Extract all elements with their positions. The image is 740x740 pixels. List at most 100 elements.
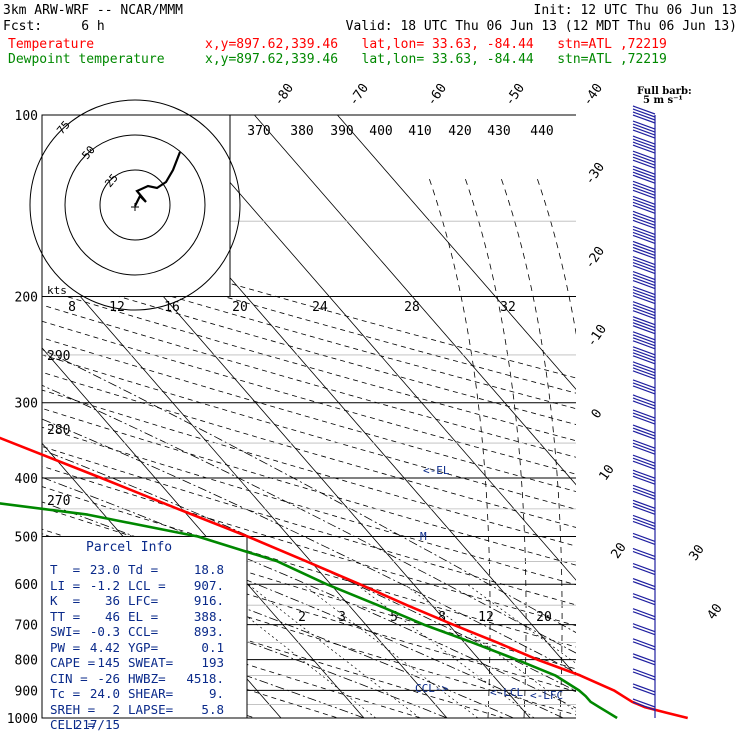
wind-barb xyxy=(632,138,656,148)
wind-barb xyxy=(632,159,656,169)
wind-barb xyxy=(632,213,656,223)
wind-barb xyxy=(632,240,656,251)
wind-barb xyxy=(632,319,656,329)
wind-barb xyxy=(632,153,656,163)
parcel-info-cell: SWEAT= xyxy=(128,655,174,670)
wind-barb xyxy=(632,409,656,419)
theta-e-label: 400 xyxy=(369,124,392,139)
wind-barb xyxy=(632,304,656,314)
mixing-ratio-line xyxy=(403,583,576,712)
wind-barb xyxy=(632,325,656,335)
mixing-ratio-label: 8 xyxy=(68,300,76,315)
wind-barb xyxy=(632,487,656,497)
isotherm-label: 0 xyxy=(589,406,606,421)
forecast-hour: Fcst: 6 h xyxy=(3,19,105,34)
theta-e-curve xyxy=(427,174,491,718)
wind-barb xyxy=(632,234,656,244)
wind-barb xyxy=(632,289,656,299)
wind-barb xyxy=(632,686,656,696)
wind-barb xyxy=(632,310,656,320)
wind-barb xyxy=(632,581,656,591)
wind-barb xyxy=(632,596,656,606)
wind-barb xyxy=(632,445,656,455)
wind-barb xyxy=(632,469,656,479)
wind-barb xyxy=(632,183,656,193)
wind-barb xyxy=(632,243,656,254)
wind-barb xyxy=(632,457,656,467)
wind-barb xyxy=(632,593,656,603)
parcel-info-cell: 24.0 xyxy=(89,686,120,701)
wind-barb xyxy=(632,280,656,290)
theta-e-curve xyxy=(499,174,563,718)
wind-barb xyxy=(632,412,656,422)
mixing-ratio-line xyxy=(355,583,535,718)
level-marker: <-LFC xyxy=(530,689,563,702)
parcel-info-cell: 36 xyxy=(104,593,120,608)
pressure-tick-label: 900 xyxy=(15,684,38,699)
mixing-ratio-line xyxy=(302,583,479,718)
wind-barb xyxy=(632,364,656,374)
parcel-info-cell: 18.8 xyxy=(193,562,224,577)
wind-barb xyxy=(632,292,656,302)
wind-barb xyxy=(632,502,656,512)
parcel-info-cell: K = xyxy=(50,593,81,608)
theta-label: 270 xyxy=(47,494,70,509)
isotherm-label: 40 xyxy=(704,601,725,622)
level-marker: M xyxy=(420,530,427,543)
moist-adiabat xyxy=(42,568,448,718)
wind-barb xyxy=(632,653,656,663)
wind-barb xyxy=(632,578,656,588)
valid-time: Valid: 18 UTC Thu 06 Jun 13 (12 MDT Thu … xyxy=(345,19,737,34)
parcel-info-cell: 46 xyxy=(104,608,120,624)
parcel-info-cell: SHEAR= xyxy=(128,686,174,701)
wind-barb xyxy=(632,225,656,235)
pressure-tick-label: 600 xyxy=(15,578,38,593)
wind-barb xyxy=(632,334,656,344)
isotherm-label: -60 xyxy=(424,81,450,109)
level-marker: <-EL xyxy=(423,464,450,477)
wind-barb xyxy=(632,141,656,151)
wind-barb xyxy=(632,382,656,392)
hodograph-storm-motion xyxy=(131,203,139,211)
wind-barb xyxy=(632,168,656,178)
wind-barb xyxy=(632,394,656,404)
moist-adiabat xyxy=(42,418,576,674)
wind-barb xyxy=(632,490,656,500)
pressure-tick-label: 100 xyxy=(15,109,38,124)
parcel-info-cell: 4518. xyxy=(186,670,224,686)
mixing-ratio-label: 8 xyxy=(438,610,446,625)
dry-adiabat xyxy=(42,550,576,716)
wind-barb xyxy=(632,165,656,175)
isotherm-label: -50 xyxy=(502,81,528,109)
wind-barb xyxy=(632,532,656,542)
wind-barb xyxy=(632,701,656,711)
isotherm xyxy=(42,347,365,718)
wind-barb xyxy=(632,204,656,214)
parcel-info-cell: CCL= xyxy=(128,624,159,639)
dry-adiabat xyxy=(42,465,576,627)
wind-barb xyxy=(632,454,656,464)
wind-barb xyxy=(632,277,656,287)
pressure-tick-label: 1000 xyxy=(7,712,38,727)
hodograph-ring xyxy=(99,169,171,241)
theta-e-curve xyxy=(463,174,527,718)
pressure-tick-label: 700 xyxy=(15,619,38,634)
wind-barb xyxy=(632,385,656,395)
wind-barb xyxy=(632,698,656,708)
dry-adiabat xyxy=(42,320,576,475)
parcel-info-cell: CELL = xyxy=(50,717,96,732)
wind-barb xyxy=(632,307,656,317)
dewpoint-trace xyxy=(0,502,618,720)
wind-barb xyxy=(632,683,656,693)
wind-barb xyxy=(632,249,656,260)
wind-barb xyxy=(632,111,656,121)
wind-barb xyxy=(632,189,656,199)
dry-adiabat xyxy=(42,243,576,394)
dry-adiabat xyxy=(42,257,576,410)
isotherm-label: -80 xyxy=(271,81,297,109)
wind-barb xyxy=(632,301,656,311)
wind-barb xyxy=(632,123,656,133)
wind-barb xyxy=(632,562,656,573)
isotherm xyxy=(42,251,448,718)
